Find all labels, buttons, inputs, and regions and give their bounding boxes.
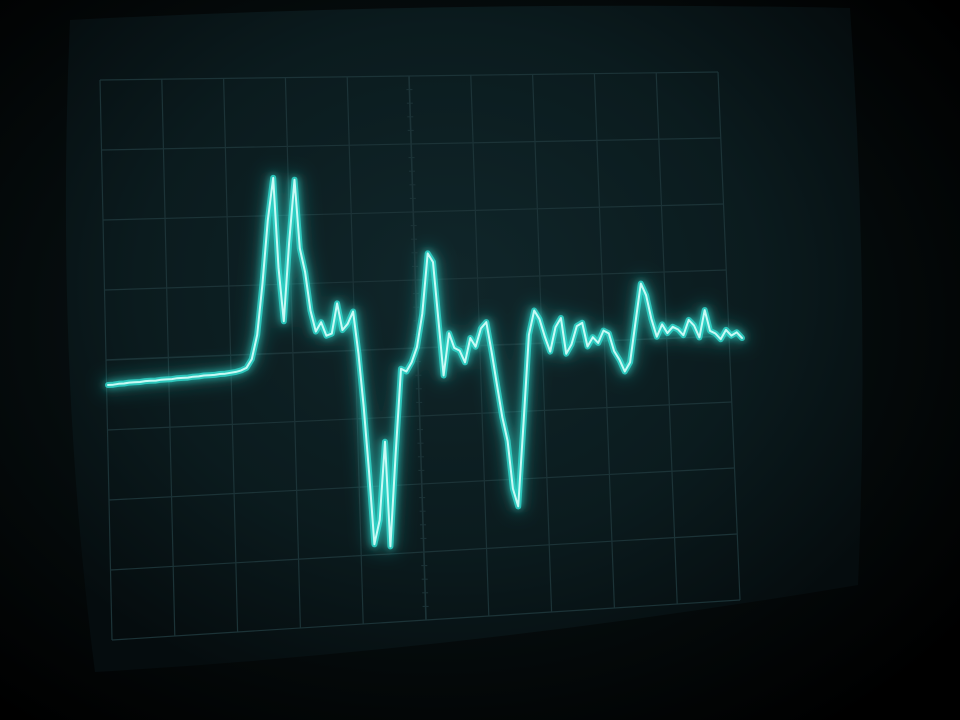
trace-core bbox=[107, 176, 743, 548]
waveform-trace bbox=[101, 170, 749, 554]
